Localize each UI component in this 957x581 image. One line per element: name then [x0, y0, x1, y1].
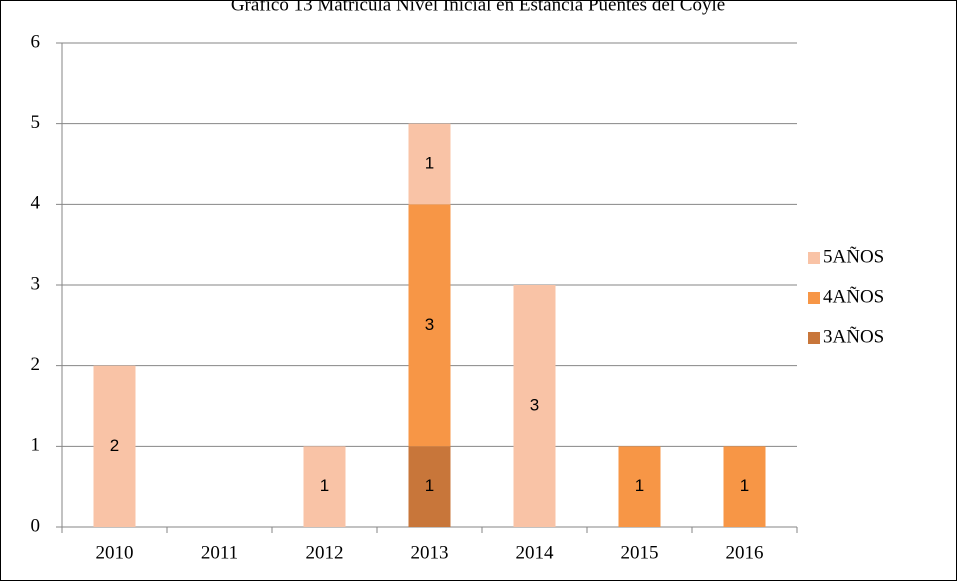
x-tick-label: 2010	[96, 542, 134, 563]
bar-segment	[408, 204, 451, 447]
data-label: 3	[530, 395, 539, 414]
x-tick-label: 2012	[306, 542, 344, 563]
bar-segment	[513, 285, 556, 527]
chart-title: Gráfico 13 Matrícula Nivel Inicial en Es…	[231, 0, 725, 15]
legend-label: 5AÑOS	[823, 245, 884, 267]
legend-swatch	[808, 332, 820, 344]
y-tick-label: 0	[31, 515, 41, 536]
y-tick-label: 5	[31, 112, 41, 133]
x-tick-label: 2011	[201, 542, 238, 563]
x-tick-label: 2014	[516, 542, 555, 563]
bar-segment	[408, 123, 451, 205]
data-label: 1	[740, 476, 749, 495]
bar-segment	[303, 446, 346, 527]
legend-swatch	[808, 292, 820, 304]
data-label: 3	[425, 315, 434, 334]
y-tick-label: 2	[31, 354, 41, 375]
y-tick-label: 6	[31, 31, 41, 52]
data-label: 2	[110, 436, 119, 455]
bar-segment	[93, 365, 136, 527]
bar-segment	[408, 446, 451, 527]
legend-label: 3AÑOS	[823, 325, 884, 347]
bar-segment	[618, 446, 661, 527]
y-tick-label: 4	[31, 193, 41, 214]
data-label: 1	[635, 476, 644, 495]
data-label: 1	[320, 476, 329, 495]
bar-segment	[723, 446, 766, 527]
y-tick-label: 3	[31, 273, 41, 294]
legend-swatch	[808, 252, 820, 264]
x-tick-label: 2013	[411, 542, 449, 563]
y-tick-label: 1	[31, 435, 41, 456]
x-tick-label: 2016	[726, 542, 764, 563]
x-tick-label: 2015	[621, 542, 659, 563]
data-label: 1	[425, 476, 434, 495]
legend-label: 4AÑOS	[823, 285, 884, 307]
data-label: 1	[425, 153, 434, 172]
